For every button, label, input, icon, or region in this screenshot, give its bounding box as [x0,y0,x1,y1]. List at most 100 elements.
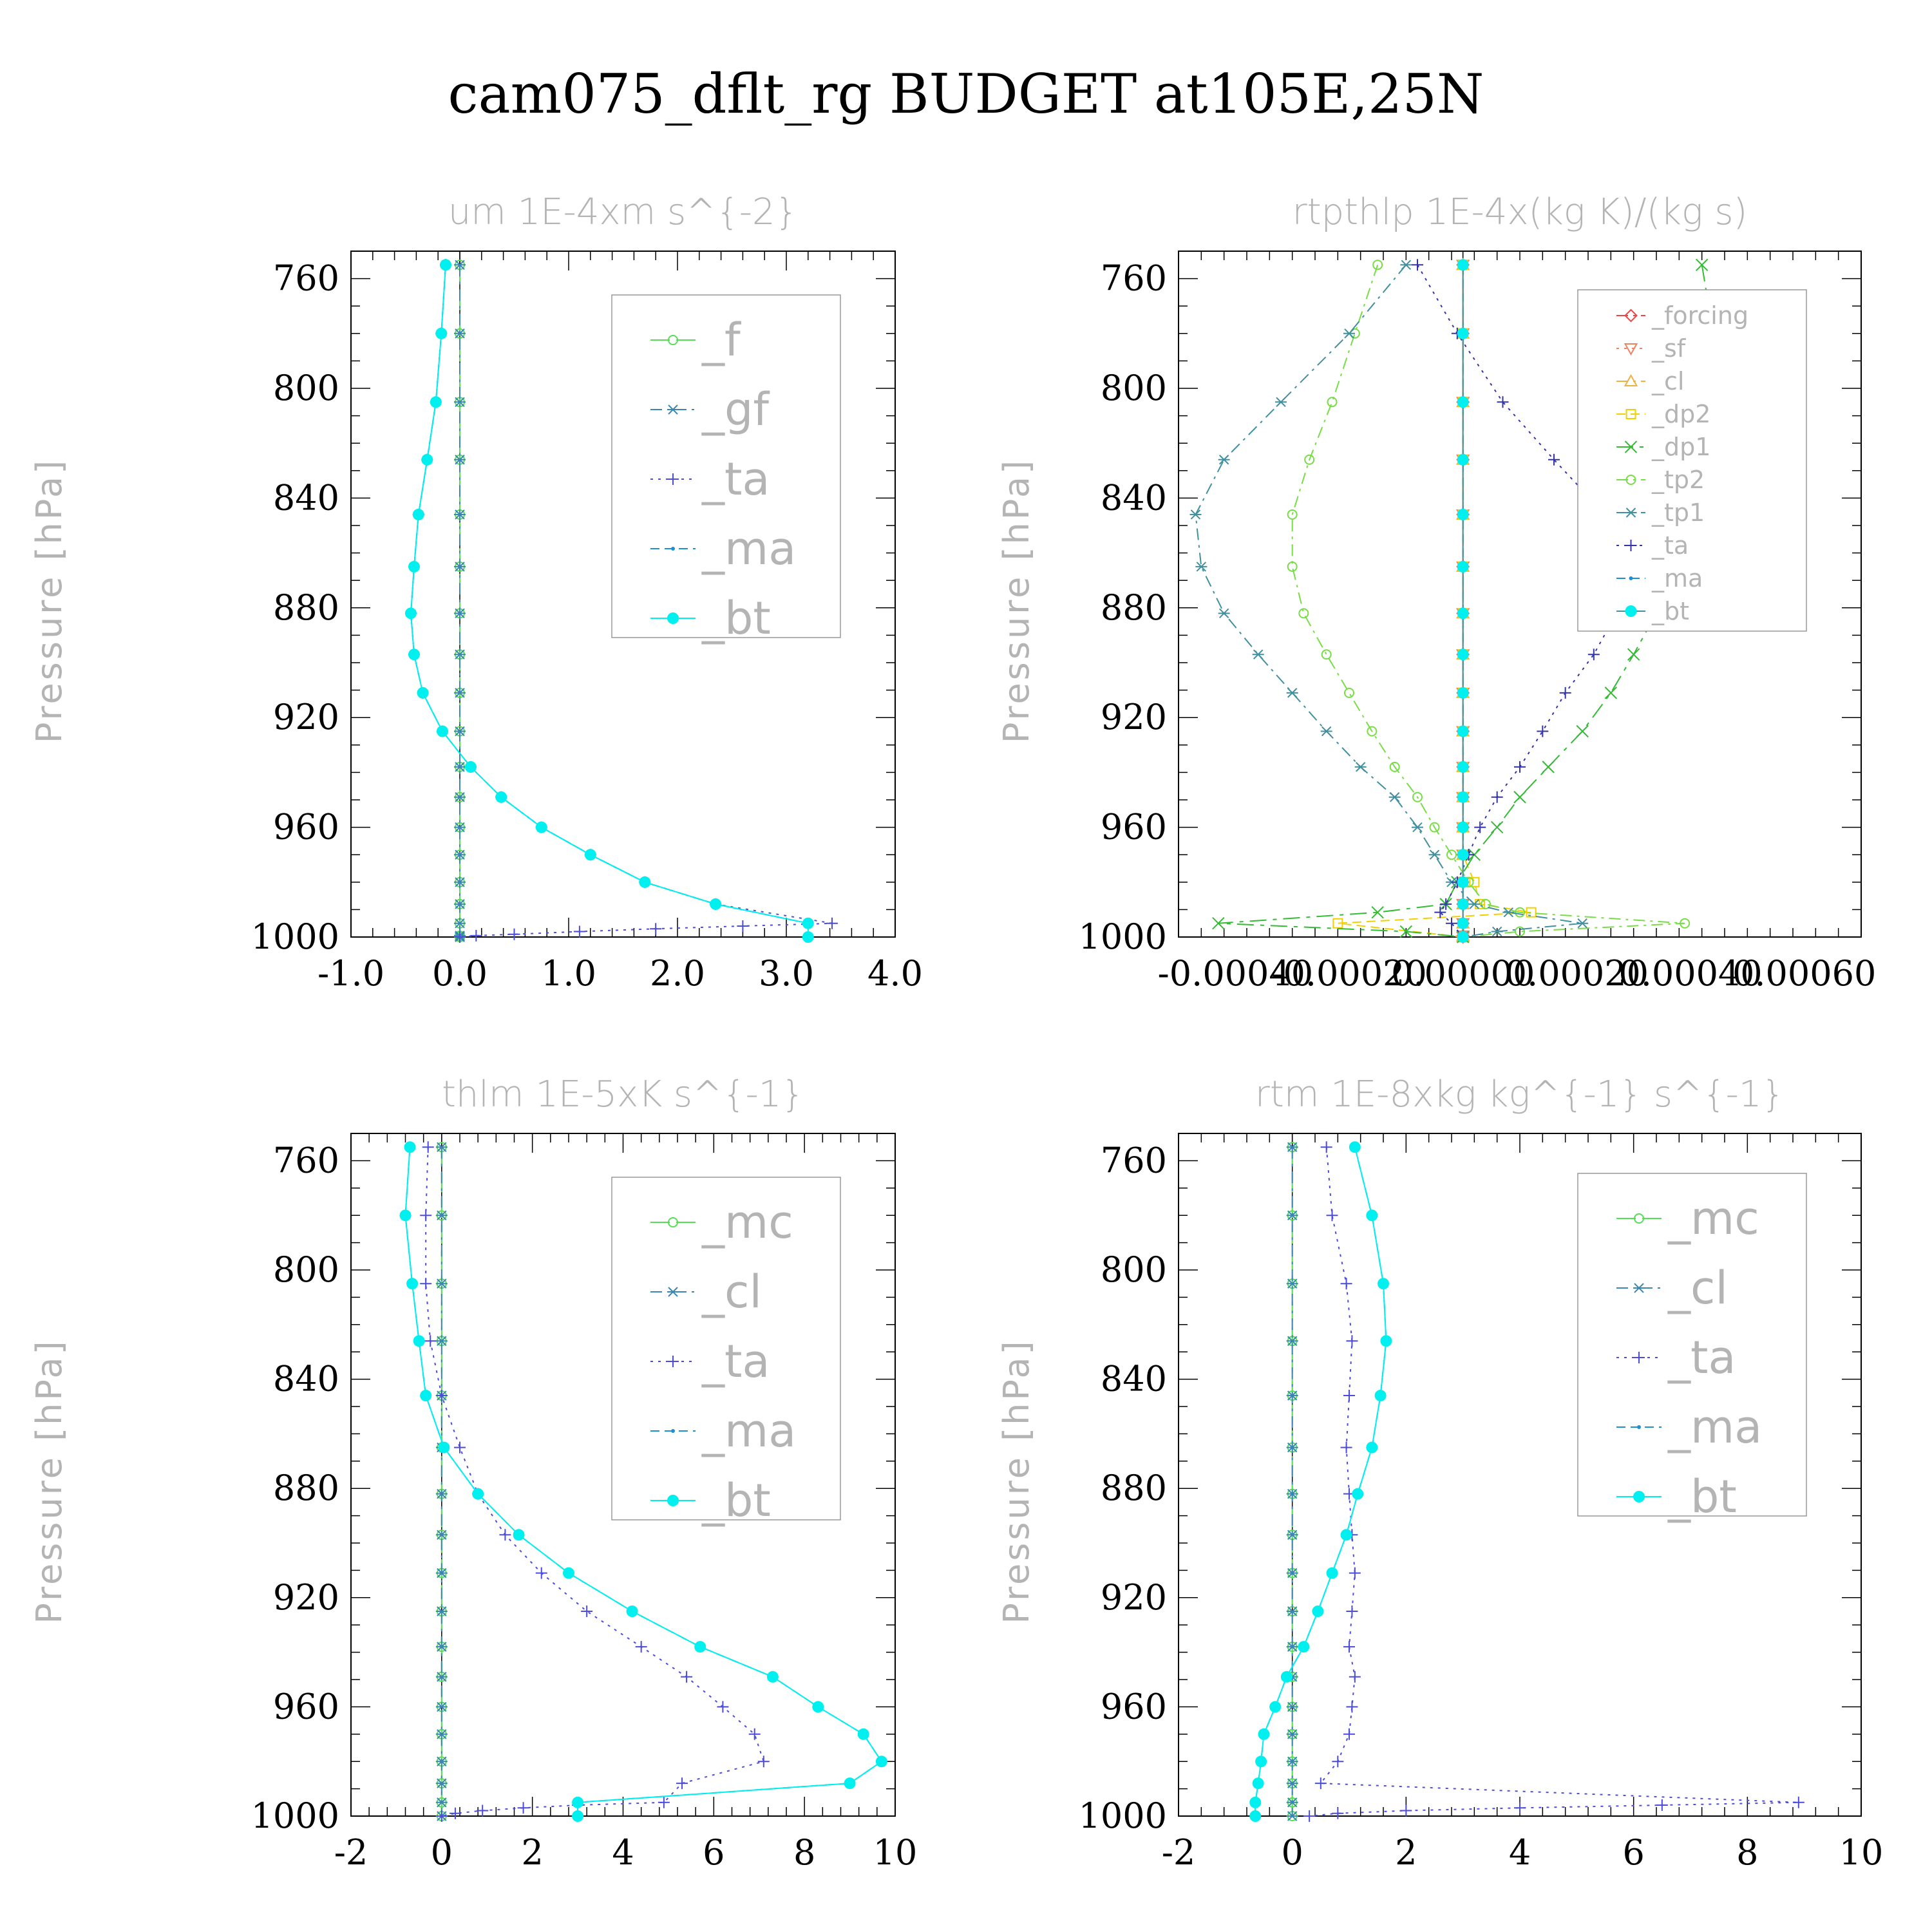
legend-marker [668,1217,678,1227]
data-point [454,649,466,659]
data-point [454,899,466,909]
data-point [1502,907,1515,918]
data-point [1371,905,1384,919]
data-point [1695,258,1709,272]
data-point [1491,791,1503,803]
data-point [438,1441,450,1454]
data-point [535,821,547,833]
data-point [1468,899,1481,909]
y-axis-label: Pressure [hPa] [996,458,1037,743]
data-point [1346,1335,1358,1347]
data-point [1576,724,1589,738]
data-point [1457,649,1469,661]
data-point [717,1701,729,1713]
data-point [454,918,466,929]
data-point [1321,649,1332,660]
data-point [413,1335,425,1347]
data-point [1258,1728,1270,1740]
legend-marker [1624,343,1638,356]
data-point [1481,898,1491,909]
x-tick-label: -0.00040 [1158,953,1314,994]
data-point [1218,608,1230,619]
legend: _mc _cl _ta _ma _bt [1577,1173,1807,1523]
data-point [1349,1671,1361,1683]
data-point [584,849,596,861]
legend-marker [671,1429,675,1433]
data-point [1548,453,1560,466]
x-tick-label: 6 [1622,1832,1644,1873]
data-point [454,726,466,737]
legend-marker [1633,1491,1645,1502]
data-point [626,1605,638,1617]
data-point [1474,821,1486,833]
data-point [1412,822,1423,833]
y-tick-label: 840 [273,1359,339,1399]
data-point [1340,1441,1352,1454]
data-point [1559,687,1571,699]
data-point [1457,821,1469,833]
data-point [1286,1642,1298,1652]
data-point [1286,1336,1298,1346]
data-point [535,1567,547,1579]
legend-box [611,294,841,638]
data-point [802,931,814,943]
data-point [748,1728,761,1740]
data-point [435,1701,448,1712]
data-point [1497,396,1509,408]
data-point [1280,1671,1293,1683]
y-tick-label: 960 [1101,807,1167,848]
legend-box [611,1177,841,1520]
data-point [1286,1567,1298,1578]
y-tick-label: 960 [273,807,339,848]
data-point [1457,849,1469,861]
data-point [435,1778,448,1788]
y-tick-label: 1000 [1079,1795,1167,1836]
data-point [1490,820,1504,834]
legend-label: _mc [701,1196,793,1249]
data-point [1491,926,1503,937]
data-point [435,1797,448,1808]
data-point [430,396,442,408]
data-point [1286,1701,1298,1712]
data-point [1314,1777,1327,1790]
data-point [1326,1567,1338,1579]
legend-marker [667,1495,679,1506]
legend-label: _ma [701,522,796,575]
legend-marker [671,547,675,551]
y-tick-label: 1000 [251,1795,339,1836]
data-point [1457,508,1469,520]
legend-marker [1625,409,1636,419]
data-point [454,877,466,887]
legend-marker [1625,605,1637,617]
legend-label: _gf [701,383,770,436]
data-point [1457,876,1469,888]
data-point [1286,1797,1298,1808]
data-point [454,822,466,833]
y-tick-label: 800 [1101,1249,1167,1290]
data-point [1446,917,1457,929]
legend-label: _bt [701,592,771,645]
data-point [1389,761,1400,772]
y-tick-label: 920 [1101,1577,1167,1618]
data-point [1252,1777,1264,1790]
data-point [1656,1799,1668,1812]
data-point [1457,607,1469,620]
panel-title: um 1E-4xm s^{-2} [448,191,798,233]
data-point [581,1605,593,1617]
legend-label: _ta [701,453,770,506]
data-point [1304,454,1315,465]
x-tick-label: 0.00040 [1618,953,1762,994]
data-point [1326,1209,1338,1222]
data-point [1680,918,1690,929]
y-tick-label: 920 [273,697,339,737]
x-tick-label: 0.00060 [1732,953,1876,994]
legend-marker [667,404,679,415]
data-point [1457,917,1469,929]
panel-title: thlm 1E-5xK s^{-1} [442,1074,804,1115]
data-point [1412,791,1423,802]
data-point [1286,1442,1298,1453]
data-point [1434,906,1446,918]
legend-label: _ma [1651,564,1703,592]
data-point [1343,328,1355,339]
